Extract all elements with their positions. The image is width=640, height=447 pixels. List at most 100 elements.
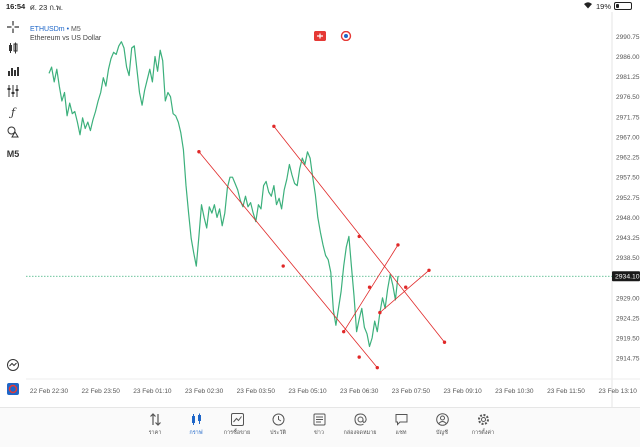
status-time: 16:54: [6, 2, 26, 11]
x-tick-label: 23 Feb 02:30: [185, 388, 224, 395]
y-tick-label: 2948.00: [616, 215, 640, 222]
candles-icon[interactable]: [5, 40, 21, 56]
nav-label: แชท: [395, 430, 407, 436]
sort-icon: [133, 411, 177, 427]
status-date: ศ. 23 ก.พ.: [30, 3, 64, 12]
nav-chat[interactable]: แชท: [379, 411, 423, 437]
price-tag-bg: [612, 271, 640, 282]
x-tick-label: 23 Feb 11:50: [547, 388, 585, 395]
channel-anchor-point: [404, 285, 408, 289]
one-click-trade-icon[interactable]: [314, 31, 326, 41]
crosshair-icon[interactable]: [5, 19, 21, 35]
y-tick-label: 2990.75: [616, 34, 640, 41]
symbol-name[interactable]: ETHUSDm: [30, 26, 65, 33]
nav-label: กราฟ: [189, 430, 203, 436]
chat-icon: [379, 411, 423, 427]
x-tick-label: 23 Feb 06:30: [340, 388, 379, 395]
y-tick-label: 2929.00: [616, 295, 640, 302]
y-tick-label: 2957.50: [616, 175, 640, 182]
x-tick-label: 23 Feb 03:50: [237, 388, 276, 395]
nav-label: การซื้อขาย: [223, 430, 251, 436]
channel-line: [379, 269, 430, 313]
nav-label: ราคา: [148, 430, 162, 436]
channel-anchor-point: [442, 340, 447, 344]
nav-settings[interactable]: การตั้งค่า: [461, 411, 505, 437]
channel-anchor-point: [281, 264, 285, 268]
status-bar: 16:54 ศ. 23 ก.พ. 19%: [0, 0, 640, 12]
nav-trade[interactable]: การซื้อขาย: [215, 411, 259, 437]
chart-area[interactable]: 2990.75 2986.00 2981.25 2976.50 2971.75 2967.…: [0, 12, 640, 407]
nav-label: ประวัติ: [269, 430, 287, 436]
channel-anchor-point: [396, 243, 400, 247]
nav-chart[interactable]: กราฟ: [174, 411, 218, 437]
nav-mailbox[interactable]: กล่องจดหมาย: [338, 411, 382, 437]
wifi-icon: [583, 1, 593, 11]
bottom-nav: ราคา กราฟ การซื้อขาย ประวัติ ข่าว กล่องจ…: [0, 407, 640, 447]
channel-line: [273, 126, 445, 343]
user-icon: [420, 411, 464, 427]
y-tick-label: 2938.50: [616, 255, 640, 262]
x-tick-label: 23 Feb 13:10: [599, 388, 638, 395]
status-right: 19%: [583, 1, 632, 11]
y-tick-label: 2914.75: [616, 356, 640, 363]
channel-line: [198, 151, 378, 368]
channel-anchor-point: [357, 234, 361, 239]
channel-anchor-point: [341, 329, 346, 334]
channel-anchor-point: [427, 268, 431, 272]
nav-label: ข่าว: [314, 430, 324, 436]
y-tick-label: 2986.00: [616, 54, 640, 61]
chart-line-icon: [215, 411, 259, 427]
channel-anchor-point: [272, 124, 276, 129]
y-tick-label: 2962.25: [616, 155, 640, 162]
symbol-description: Ethereum vs US Dollar: [30, 35, 102, 42]
x-tick-label: 23 Feb 05:10: [288, 388, 327, 395]
y-tick-label: 2924.25: [616, 315, 640, 322]
trade-icon[interactable]: [5, 357, 21, 373]
shapes-icon[interactable]: [5, 124, 21, 140]
nav-history[interactable]: ประวัติ: [256, 411, 300, 437]
battery-percent: 19%: [595, 1, 611, 11]
channel-anchor-point: [367, 285, 372, 289]
indicators-icon[interactable]: [5, 83, 21, 99]
history-icon: [256, 411, 300, 427]
nav-label: บัญชี: [436, 430, 448, 436]
chart-legend: ETHUSDm • M5 Ethereum vs US Dollar: [30, 25, 101, 43]
y-tick-label: 2943.25: [616, 235, 640, 242]
nav-label: กล่องจดหมาย: [343, 430, 377, 436]
price-series-line: [48, 41, 399, 348]
x-tick-label: 22 Feb 23:50: [82, 388, 121, 395]
nav-quotes[interactable]: ราคา: [133, 411, 177, 437]
x-tick-label: 22 Feb 22:30: [30, 388, 69, 395]
nav-label: การตั้งค่า: [471, 430, 495, 436]
x-tick-label: 23 Feb 09:10: [443, 388, 482, 395]
gear-icon: [461, 411, 505, 427]
legend-timeframe: M5: [70, 26, 81, 33]
channel-anchor-point: [375, 365, 379, 370]
y-tick-label: 2967.00: [616, 134, 640, 141]
y-tick-label: 2952.75: [616, 195, 640, 202]
logo-icon[interactable]: [5, 381, 21, 397]
battery-fill: [616, 4, 619, 8]
volume-icon[interactable]: [5, 62, 21, 78]
mail-icon: [338, 411, 382, 427]
left-toolbar: ƒ M5: [0, 12, 26, 407]
y-tick-label: 2981.25: [616, 74, 640, 81]
legend-separator: •: [66, 26, 70, 33]
candles-icon: [174, 411, 218, 427]
current-price-tag: 2934.10: [615, 274, 640, 281]
price-chart[interactable]: 2990.75 2986.00 2981.25 2976.50 2971.75 2967.…: [0, 12, 640, 407]
news-icon: [297, 411, 341, 427]
channel-anchor-point: [357, 355, 361, 359]
chart-settings-icon[interactable]: [340, 31, 352, 41]
battery-icon: [614, 2, 632, 10]
nav-account[interactable]: บัญชี: [420, 411, 464, 437]
y-tick-label: 2919.50: [616, 336, 640, 343]
y-tick-label: 2976.50: [616, 94, 640, 101]
function-icon[interactable]: ƒ: [10, 105, 16, 119]
timeframe-button[interactable]: M5: [6, 149, 20, 159]
x-tick-label: 23 Feb 01:10: [133, 388, 172, 395]
y-tick-label: 2971.75: [616, 114, 640, 121]
channel-anchor-point: [378, 310, 382, 315]
nav-news[interactable]: ข่าว: [297, 411, 341, 437]
channel-anchor-point: [197, 150, 201, 154]
